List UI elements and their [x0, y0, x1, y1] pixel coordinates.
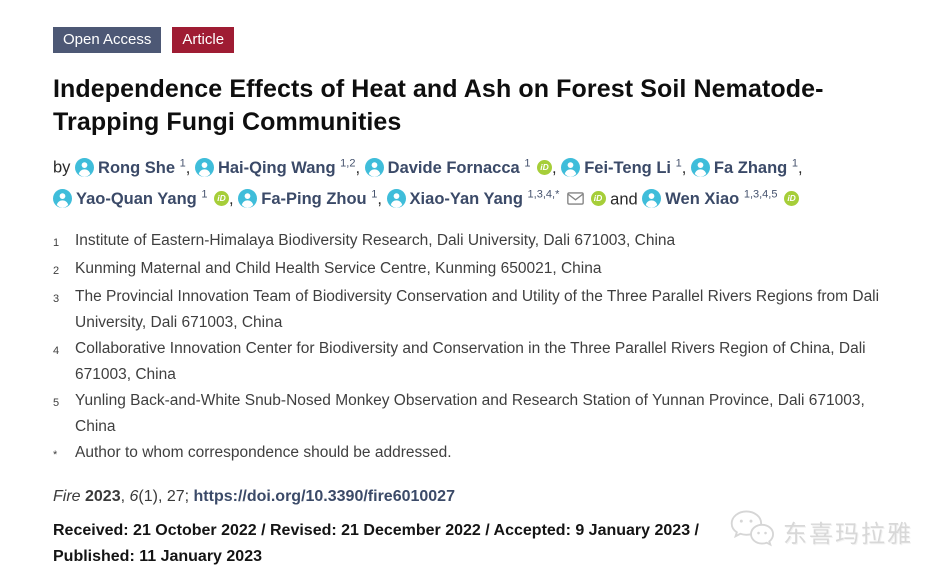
author-affil-sup: 1 [201, 188, 208, 201]
affiliation-item: 1 Institute of Eastern-Himalaya Biodiver… [53, 228, 898, 256]
byline-prefix: by [53, 158, 71, 177]
author-rong-she[interactable]: Rong She 1, [75, 157, 191, 177]
author-affil-sup: 1,3,4,* [527, 188, 560, 201]
author-avatar-icon[interactable] [642, 189, 662, 208]
author-avatar-icon[interactable] [194, 157, 214, 177]
orcid-icon[interactable]: iD [590, 191, 606, 206]
author-affil-sup: 1,3,4,5 [743, 188, 778, 201]
affiliation-text: Institute of Eastern-Himalaya Biodiversi… [75, 232, 676, 249]
author-separator: , [681, 158, 687, 177]
citation-volume: 6 [129, 488, 139, 505]
orcid-icon[interactable]: iD [537, 159, 553, 175]
doi-link[interactable]: https://doi.org/10.3390/fire6010027 [193, 488, 455, 505]
author-avatar-icon[interactable] [386, 189, 406, 208]
journal-name: Fire [53, 488, 85, 505]
watermark: 东喜玛拉雅 [728, 508, 913, 555]
affiliation-item: 4 Collaborative Innovation Center for Bi… [53, 336, 898, 388]
author-avatar-icon[interactable] [690, 157, 710, 177]
author-affil-sup: 1,2 [340, 157, 356, 169]
affiliation-marker: 1 [53, 237, 60, 249]
author-separator: , [185, 158, 191, 177]
author-name-link[interactable]: Hai-Qing Wang [217, 158, 336, 177]
orcid-icon[interactable]: iD [214, 191, 230, 206]
page-title: Independence Effects of Heat and Ash on … [53, 75, 824, 136]
affiliation-text: Kunming Maternal and Child Health Servic… [75, 260, 602, 277]
wechat-logo-icon [728, 508, 775, 555]
author-separator: , [797, 158, 803, 177]
author-avatar-icon[interactable] [238, 189, 258, 208]
author-name-link[interactable]: Fei-Teng Li [584, 158, 671, 177]
citation-issue-pages: (1), 27; [138, 488, 194, 505]
author-name-link[interactable]: Xiao-Yan Yang [409, 190, 523, 208]
author-wen-xiao[interactable]: Wen Xiao 1,3,4,5 iD [642, 188, 800, 208]
watermark-text: 东喜玛拉雅 [783, 521, 913, 548]
badges-row: Open Access Article [53, 27, 943, 53]
author-separator: , [229, 190, 234, 208]
author-name-link[interactable]: Fa-Ping Zhou [261, 190, 367, 208]
author-fei-teng-li[interactable]: Fei-Teng Li 1, [561, 157, 687, 177]
affiliation-text: Yunling Back-and-White Snub-Nosed Monkey… [75, 392, 865, 435]
author-name-link[interactable]: Wen Xiao [665, 190, 740, 208]
affiliation-marker: 4 [53, 345, 60, 357]
author-separator: , [377, 190, 382, 208]
citation-line: Fire 2023, 6(1), 27; https://doi.org/10.… [53, 488, 943, 506]
author-yao-quan-yang[interactable]: Yao-Quan Yang 1 iD, [53, 188, 234, 208]
author-name-link[interactable]: Davide Fornacca [387, 158, 520, 177]
affiliation-item: 5 Yunling Back-and-White Snub-Nosed Monk… [53, 388, 898, 440]
correspondence-note: * Author to whom correspondence should b… [53, 440, 898, 468]
affiliation-marker: 5 [53, 397, 60, 409]
author-xiao-yan-yang[interactable]: Xiao-Yan Yang 1,3,4,* iD [386, 188, 606, 208]
article-type-badge[interactable]: Article [172, 27, 235, 53]
author-name-link[interactable]: Fa Zhang [713, 158, 788, 177]
author-avatar-icon[interactable] [561, 157, 581, 177]
affiliation-item: 2 Kunming Maternal and Child Health Serv… [53, 256, 898, 284]
affiliation-text: The Provincial Innovation Team of Biodiv… [75, 288, 880, 331]
author-affil-sup: 1 [371, 188, 378, 201]
affiliations-list: 1 Institute of Eastern-Himalaya Biodiver… [53, 228, 943, 468]
affiliation-item: 3 The Provincial Innovation Team of Biod… [53, 284, 898, 336]
correspondence-text: Author to whom correspondence should be … [75, 444, 452, 461]
author-separator: , [355, 158, 361, 177]
author-avatar-icon[interactable] [75, 157, 95, 177]
author-affil-sup: 1 [791, 157, 798, 169]
citation-sep: , [120, 488, 130, 505]
author-affil-sup: 1 [675, 157, 682, 169]
article-dates: Received: 21 October 2022 / Revised: 21 … [53, 522, 699, 565]
author-affil-sup: 1 [524, 157, 531, 169]
affiliation-text: Collaborative Innovation Center for Biod… [75, 340, 866, 383]
affiliation-marker: 3 [53, 293, 60, 305]
mail-icon[interactable] [567, 187, 584, 214]
byline-conjunction: and [610, 190, 638, 208]
author-hai-qing-wang[interactable]: Hai-Qing Wang 1,2, [194, 157, 361, 177]
author-fa-ping-zhou[interactable]: Fa-Ping Zhou 1, [238, 188, 382, 208]
author-name-link[interactable]: Rong She [98, 158, 176, 177]
author-avatar-icon[interactable] [53, 189, 72, 208]
author-byline: by Rong She 1, Hai-Qing Wang 1,2, Davide… [53, 150, 913, 214]
author-name-link[interactable]: Yao-Quan Yang [76, 190, 197, 208]
author-avatar-icon[interactable] [364, 157, 384, 177]
citation-year: 2023 [85, 488, 121, 505]
correspondence-marker: * [53, 449, 58, 461]
author-affil-sup: 1 [179, 157, 186, 169]
affiliation-marker: 2 [53, 265, 60, 277]
author-davide-fornacca[interactable]: Davide Fornacca 1 iD, [364, 157, 557, 177]
open-access-badge[interactable]: Open Access [53, 27, 162, 53]
author-fa-zhang[interactable]: Fa Zhang 1, [690, 157, 803, 177]
author-separator: , [552, 158, 557, 177]
orcid-icon[interactable]: iD [784, 191, 800, 206]
